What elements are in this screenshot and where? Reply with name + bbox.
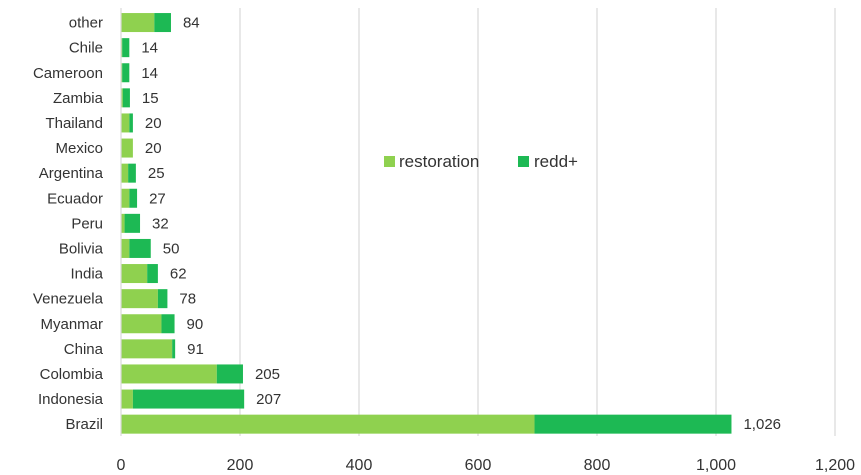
bar-restoration-india [121,264,148,284]
total-data-label: 20 [145,140,162,157]
total-data-label: 207 [256,391,281,408]
total-data-label: 90 [187,316,204,333]
bar-redd-india [147,264,158,284]
bar-redd-chile [122,38,130,58]
bar-restoration-bolivia [121,238,130,258]
category-label: Zambia [53,90,104,107]
bar-redd-zambia [122,88,130,108]
total-data-label: 78 [179,291,196,308]
bar-redd-china [172,339,176,359]
category-label: Brazil [65,416,103,433]
bar-redd-indonesia [132,389,245,409]
category-label: other [69,15,103,32]
bar-restoration-thailand [121,113,130,133]
bar-redd-cameroon [122,63,130,83]
x-tick-label: 800 [584,457,611,474]
bar-restoration-ecuador [121,188,130,208]
category-label: Indonesia [38,391,104,408]
total-data-label: 14 [141,40,158,57]
x-tick-label: 0 [117,457,126,474]
category-label: Colombia [40,366,104,383]
gridlines [239,8,836,436]
category-label: China [64,341,104,358]
category-label: Cameroon [33,65,103,82]
x-tick-label: 400 [346,457,373,474]
x-tick-label: 600 [465,457,492,474]
category-label: Argentina [39,165,104,182]
bar-restoration-argentina [121,163,129,183]
total-data-label: 15 [142,90,159,107]
bar-redd-thailand [129,113,133,133]
category-label: India [70,266,103,283]
bar-restoration-venezuela [121,289,158,309]
x-tick-label: 1,200 [815,457,855,474]
total-data-label: 25 [148,165,165,182]
legend-swatch-redd [518,156,529,167]
total-data-label: 91 [187,341,204,358]
legend-swatch-restoration [384,156,395,167]
bar-redd-bolivia [129,238,151,258]
bars [121,13,732,434]
category-label: Peru [71,215,103,232]
bar-redd-other [154,13,171,33]
x-tick-label: 1,000 [696,457,736,474]
bar-restoration-china [121,339,173,359]
category-label: Chile [69,40,103,57]
category-labels: other Chile Cameroon Zambia Thailand Mexico Ar… [33,15,104,434]
total-data-label: 20 [145,115,162,132]
total-data-label: 1,026 [743,416,781,433]
bar-redd-argentina [128,163,136,183]
bar-restoration-myanmar [121,314,162,334]
bar-restoration-brazil [121,414,535,434]
bar-redd-venezuela [157,289,168,309]
bar-restoration-zambia [121,88,123,108]
bar-restoration-indonesia [121,389,133,409]
x-axis-ticks: 0 200 400 600 800 1,000 1,200 [117,457,856,474]
total-data-label: 84 [183,15,200,32]
legend-label-restoration: restoration [399,152,479,171]
bar-redd-colombia [216,364,243,384]
bar-restoration-colombia [121,364,217,384]
total-data-label: 50 [163,240,180,257]
data-labels: 84 14 14 15 20 20 25 27 32 50 62 78 90 91 205 207 1,026 [141,15,781,434]
legend: restoration redd+ [384,152,578,171]
total-data-label: 27 [149,190,166,207]
bar-redd-ecuador [129,188,138,208]
category-label: Thailand [45,115,103,132]
legend-label-redd: redd+ [534,152,578,171]
category-label: Bolivia [59,240,104,257]
total-data-label: 205 [255,366,280,383]
x-tick-label: 200 [227,457,254,474]
category-label: Mexico [55,140,103,157]
total-data-label: 62 [170,266,187,283]
category-label: Ecuador [47,190,103,207]
bar-restoration-mexico [121,138,133,158]
category-label: Myanmar [40,316,103,333]
bar-redd-brazil [534,414,732,434]
total-data-label: 14 [141,65,158,82]
bar-redd-myanmar [161,314,175,334]
bar-restoration-other [121,13,155,33]
bar-redd-peru [124,213,141,233]
category-label: Venezuela [33,291,104,308]
total-data-label: 32 [152,215,169,232]
bar-restoration-peru [121,213,125,233]
